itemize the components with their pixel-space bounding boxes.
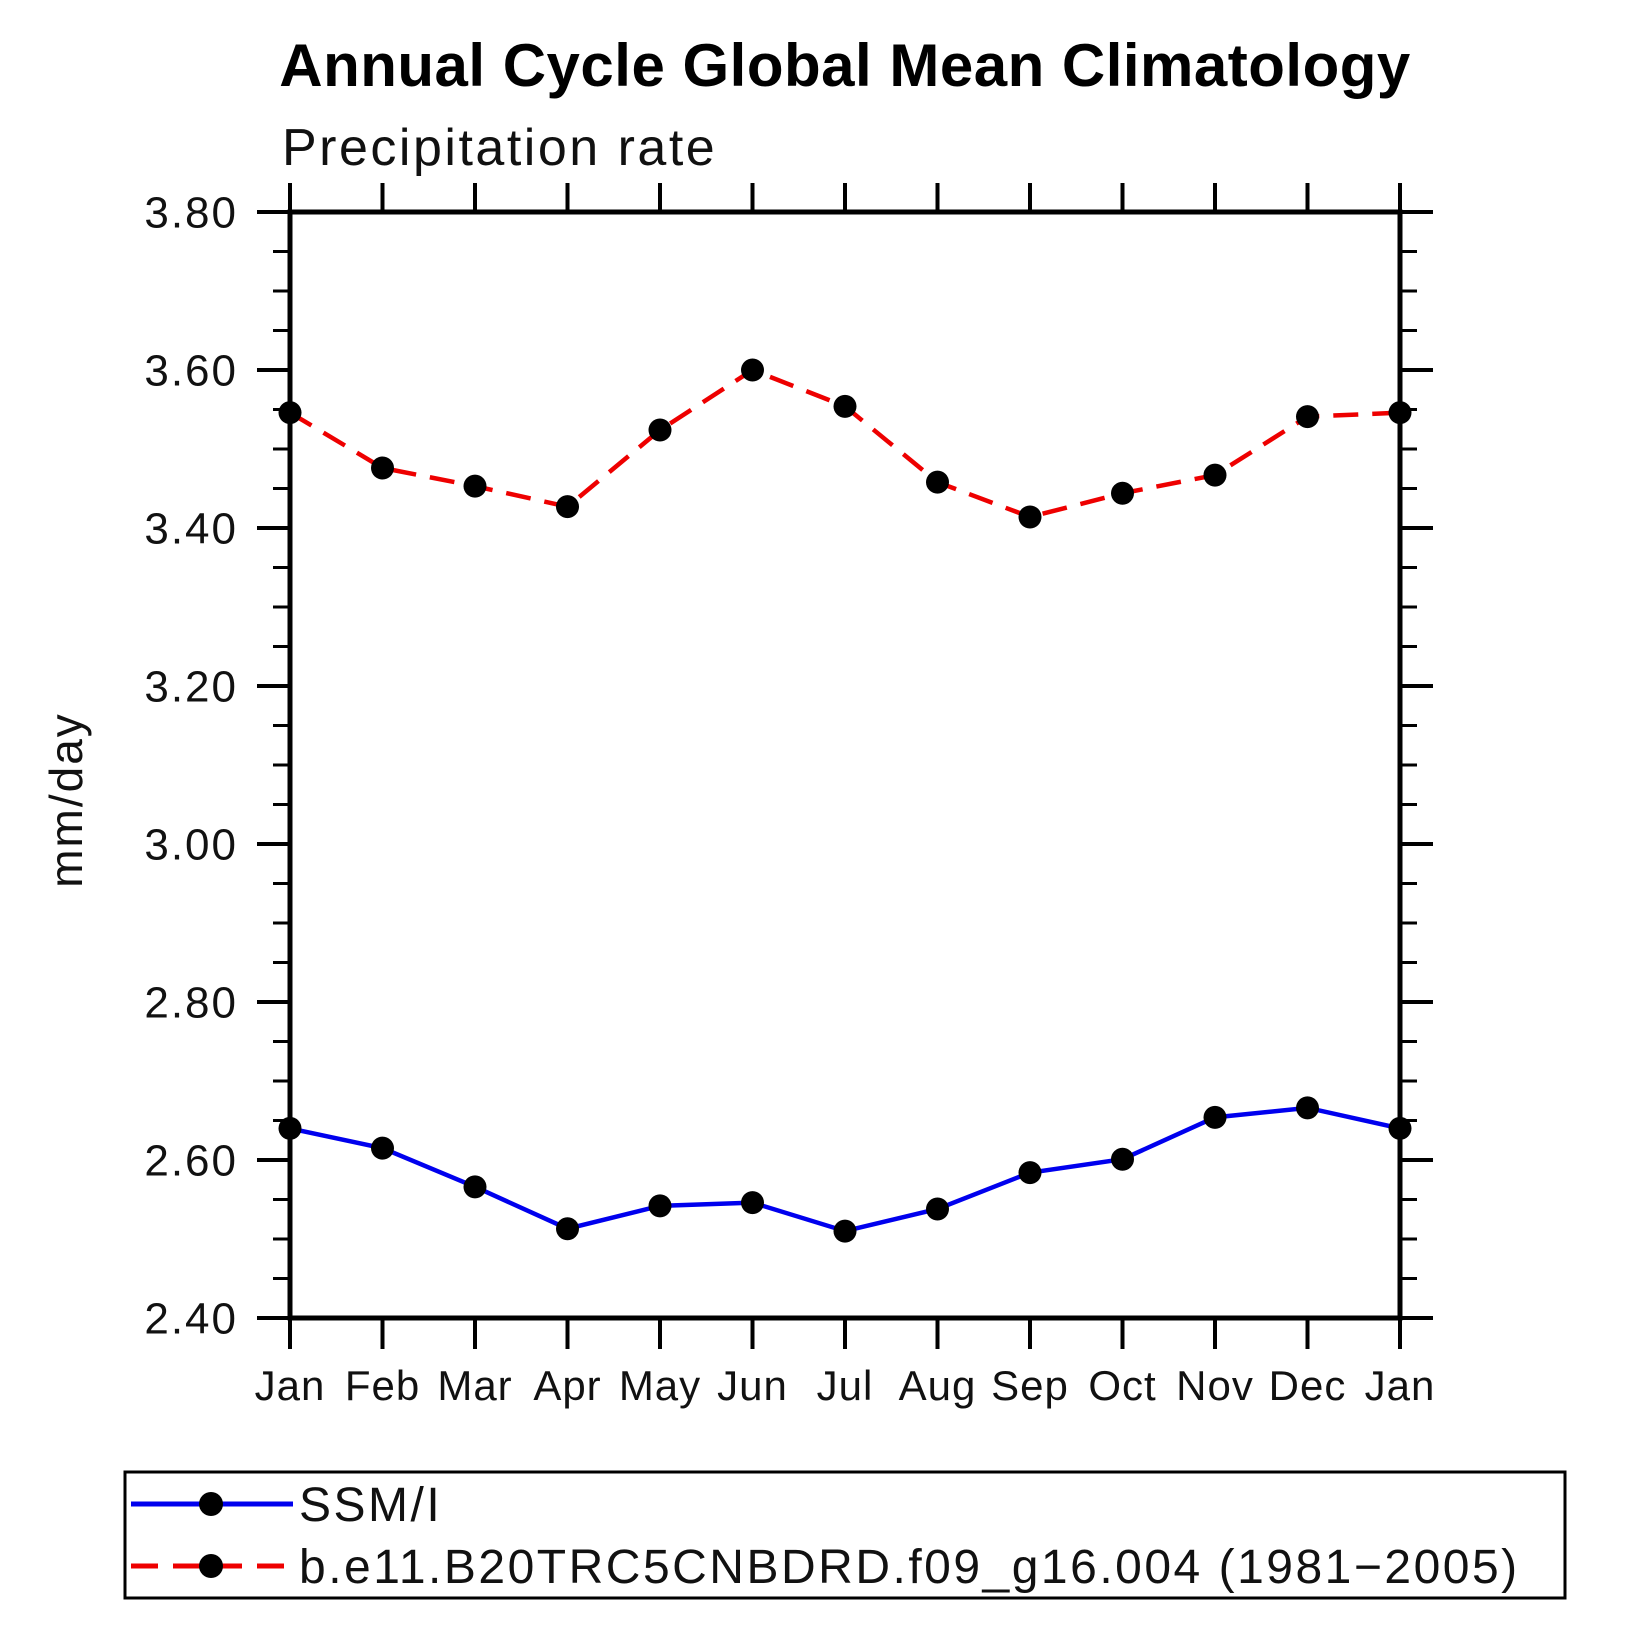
series-marker	[1296, 1096, 1319, 1120]
series-marker	[1388, 401, 1412, 425]
series-marker	[1018, 1161, 1042, 1185]
series-marker	[648, 418, 672, 442]
series-marker	[1111, 481, 1134, 505]
series-marker	[648, 1194, 672, 1218]
series-marker	[371, 1136, 394, 1160]
series-marker	[1296, 405, 1319, 429]
series-marker	[1388, 1116, 1412, 1140]
series-marker	[926, 1197, 949, 1221]
series-line-model	[288, 367, 1401, 520]
series-marker	[278, 401, 302, 425]
x-tick-label: Jul	[817, 1362, 874, 1409]
x-tick-label: Aug	[899, 1362, 977, 1409]
series-marker	[1111, 1147, 1134, 1171]
y-tick-label: 3.80	[144, 188, 238, 237]
x-tick-label: May	[619, 1362, 701, 1409]
legend: SSM/I b.e11.B20TRC5CNBDRD.f09_g16.004 (19…	[123, 1470, 1567, 1600]
x-tick-label: Mar	[437, 1362, 512, 1409]
x-tick-label: Oct	[1088, 1362, 1156, 1409]
series-marker	[556, 495, 579, 519]
y-tick-label: 2.40	[144, 1294, 238, 1343]
y-tick-label: 2.60	[144, 1136, 238, 1185]
chart-subtitle: Precipitation rate	[282, 119, 717, 177]
y-tick-label: 2.80	[144, 978, 238, 1027]
x-tick-label: Apr	[533, 1362, 601, 1409]
chart-title: Annual Cycle Global Mean Climatology	[279, 32, 1411, 99]
x-tick-label: Feb	[345, 1362, 420, 1409]
series-marker	[833, 394, 857, 418]
series-marker	[1203, 463, 1227, 487]
y-tick-label: 3.60	[144, 346, 238, 395]
y-axis-label: mm/day	[40, 712, 92, 888]
series-line-obs	[289, 1105, 1401, 1234]
series-marker	[556, 1217, 579, 1241]
series-marker	[741, 1191, 764, 1215]
series-marker	[278, 1116, 302, 1140]
data-series	[278, 358, 1412, 1243]
legend-label: b.e11.B20TRC5CNBDRD.f09_g16.004 (1981−20…	[299, 1541, 1520, 1594]
x-tick-label: Nov	[1176, 1362, 1254, 1409]
plot-frame	[287, 209, 1403, 1321]
series-marker	[1203, 1105, 1227, 1129]
series-marker	[833, 1219, 857, 1243]
y-tick-label: 3.40	[144, 504, 238, 553]
series-marker	[1018, 505, 1042, 529]
series-marker	[463, 1175, 487, 1199]
y-axis-ticks: 2.40 2.60 2.80 3.00 3.20 3.40 3.60 3.80	[144, 188, 1433, 1343]
legend-marker	[199, 1492, 223, 1516]
x-tick-label: Sep	[991, 1362, 1069, 1409]
series-marker	[926, 470, 949, 494]
x-tick-label: Jan	[1365, 1362, 1436, 1409]
legend-marker	[199, 1554, 223, 1578]
series-marker	[741, 358, 764, 382]
plot-axes	[287, 209, 1403, 1321]
x-tick-label: Jun	[717, 1362, 788, 1409]
series-marker	[463, 474, 487, 498]
series-marker	[371, 456, 394, 480]
y-tick-label: 3.20	[144, 662, 238, 711]
legend-label: SSM/I	[299, 1479, 442, 1532]
legend-box	[123, 1470, 1567, 1600]
y-tick-label: 3.00	[144, 820, 238, 869]
x-axis-ticks: Jan Feb Mar Apr May Jun Jul Aug Sep Oct Nov Dec Jan	[255, 183, 1436, 1409]
x-tick-label: Jan	[255, 1362, 326, 1409]
x-tick-label: Dec	[1269, 1362, 1347, 1409]
